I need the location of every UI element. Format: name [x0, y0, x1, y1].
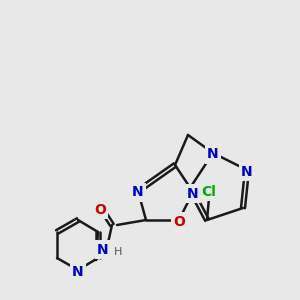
- Text: Cl: Cl: [202, 184, 216, 199]
- Text: O: O: [94, 202, 106, 217]
- Text: N: N: [72, 265, 84, 278]
- Text: N: N: [97, 242, 109, 256]
- Text: N: N: [241, 164, 253, 178]
- Text: O: O: [173, 214, 185, 229]
- Text: N: N: [207, 148, 219, 161]
- Text: N: N: [132, 185, 144, 200]
- Text: H: H: [114, 247, 122, 257]
- Text: N: N: [187, 187, 199, 200]
